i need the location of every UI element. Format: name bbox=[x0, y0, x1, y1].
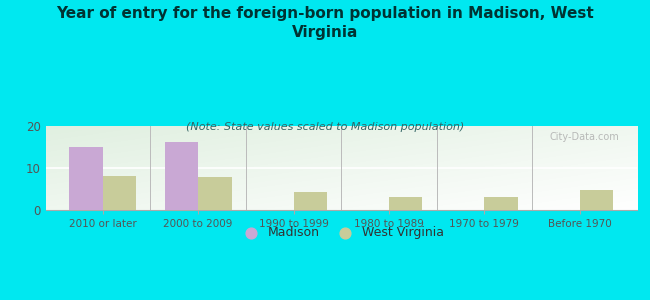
Bar bbox=[580, 190, 613, 210]
Bar bbox=[103, 176, 136, 210]
Bar bbox=[70, 147, 103, 210]
Text: Year of entry for the foreign-born population in Madison, West
Virginia: Year of entry for the foreign-born popul… bbox=[56, 6, 594, 40]
Legend: Madison, West Virginia: Madison, West Virginia bbox=[233, 221, 450, 244]
Bar bbox=[389, 197, 422, 210]
Bar bbox=[198, 177, 231, 210]
Text: City-Data.com: City-Data.com bbox=[549, 132, 619, 142]
Text: (Note: State values scaled to Madison population): (Note: State values scaled to Madison po… bbox=[186, 122, 464, 131]
Bar bbox=[484, 197, 518, 210]
Bar bbox=[164, 142, 198, 210]
Bar bbox=[294, 192, 327, 210]
